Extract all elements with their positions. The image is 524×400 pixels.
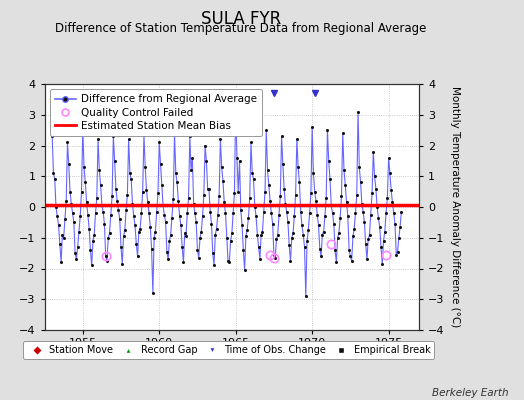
Text: Difference of Station Temperature Data from Regional Average: Difference of Station Temperature Data f…: [56, 22, 427, 35]
Legend: Station Move, Record Gap, Time of Obs. Change, Empirical Break: Station Move, Record Gap, Time of Obs. C…: [23, 341, 434, 359]
Text: SULA FYR: SULA FYR: [201, 10, 281, 28]
Text: Berkeley Earth: Berkeley Earth: [432, 388, 508, 398]
Y-axis label: Monthly Temperature Anomaly Difference (°C): Monthly Temperature Anomaly Difference (…: [450, 86, 460, 328]
Legend: Difference from Regional Average, Quality Control Failed, Estimated Station Mean: Difference from Regional Average, Qualit…: [50, 89, 262, 136]
